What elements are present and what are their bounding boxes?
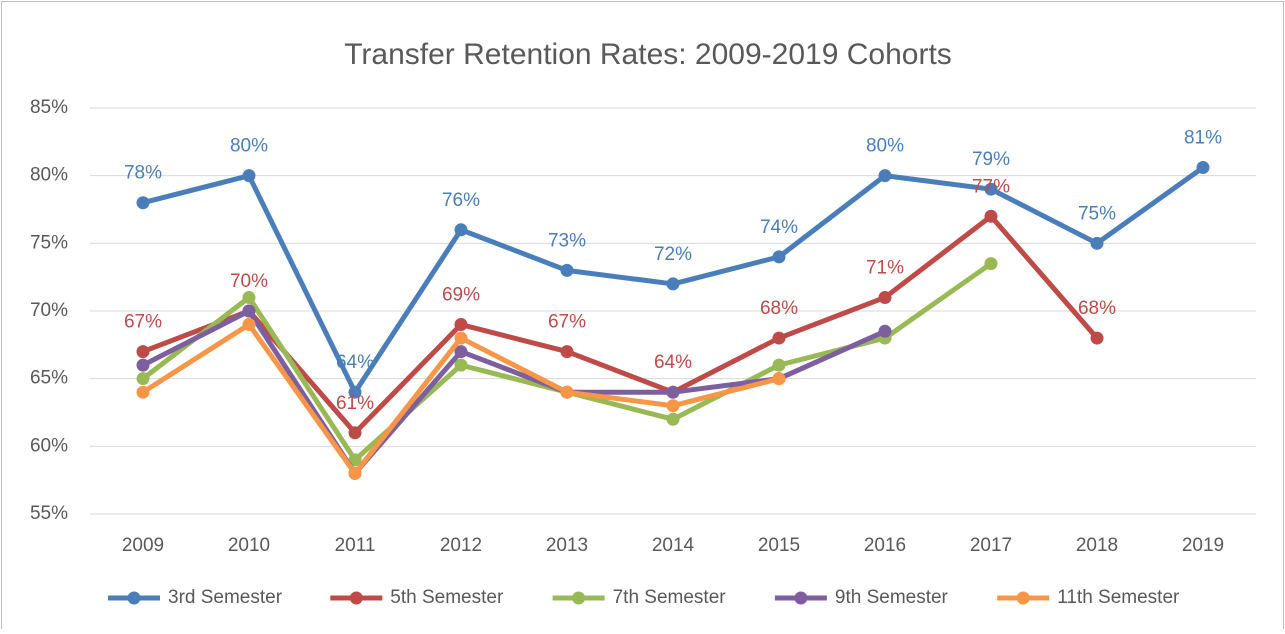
data-point [560, 345, 574, 359]
data-point [136, 345, 150, 359]
data-label: 64% [654, 352, 692, 373]
data-point [666, 385, 680, 399]
data-point [984, 257, 998, 271]
data-point [772, 358, 786, 372]
y-tick-label: 60% [30, 435, 68, 456]
data-label: 73% [548, 230, 586, 251]
data-label: 81% [1184, 128, 1222, 149]
data-point [560, 263, 574, 277]
data-point [772, 372, 786, 386]
data-label: 80% [866, 136, 904, 157]
y-tick-label: 80% [30, 165, 68, 186]
data-label: 67% [124, 312, 162, 333]
data-label: 76% [442, 190, 480, 211]
x-tick-label: 2011 [335, 535, 376, 556]
legend-marker [349, 591, 363, 605]
data-label: 74% [760, 217, 798, 238]
legend-label: 11th Semester [1057, 587, 1180, 608]
data-point [136, 196, 150, 210]
x-tick-label: 2015 [758, 535, 800, 556]
y-tick-label: 65% [30, 368, 68, 389]
x-tick-label: 2016 [864, 535, 906, 556]
data-point [242, 290, 256, 304]
data-point [1196, 161, 1210, 175]
legend-label: 3rd Semester [168, 587, 283, 608]
data-point [878, 290, 892, 304]
data-point [772, 331, 786, 345]
legend-marker [794, 591, 808, 605]
data-point [348, 453, 362, 467]
x-tick-label: 2009 [122, 535, 164, 556]
data-label: 61% [336, 393, 374, 414]
data-point [454, 358, 468, 372]
legend-label: 5th Semester [390, 587, 504, 608]
x-tick-label: 2012 [440, 535, 482, 556]
data-label: 78% [124, 163, 162, 184]
data-label: 80% [230, 136, 268, 157]
data-point [454, 345, 468, 359]
data-point [984, 182, 998, 196]
y-tick-label: 75% [30, 232, 68, 253]
x-tick-label: 2017 [970, 535, 1012, 556]
legend-marker [127, 591, 141, 605]
data-label: 68% [1078, 298, 1116, 319]
x-tick-label: 2013 [546, 535, 588, 556]
data-point [454, 318, 468, 332]
y-tick-label: 85% [30, 97, 68, 118]
data-label: 68% [760, 298, 798, 319]
data-label: 79% [972, 149, 1010, 170]
data-point [878, 324, 892, 338]
legend-marker [572, 591, 586, 605]
data-point [136, 372, 150, 386]
data-point [666, 399, 680, 413]
data-point [1090, 331, 1104, 345]
y-tick-label: 70% [30, 300, 68, 321]
data-label: 77% [972, 176, 1010, 197]
data-label: 69% [442, 285, 480, 306]
data-point [666, 277, 680, 291]
legend-label: 9th Semester [835, 587, 949, 608]
x-tick-label: 2018 [1076, 535, 1118, 556]
legend-label: 7th Semester [613, 587, 727, 608]
data-point [666, 412, 680, 426]
data-point [348, 385, 362, 399]
legend-marker [1016, 591, 1030, 605]
data-label: 71% [866, 257, 904, 278]
data-point [242, 304, 256, 318]
chart-title: Transfer Retention Rates: 2009-2019 Coho… [344, 38, 952, 71]
data-label: 67% [548, 312, 586, 333]
data-point [1090, 236, 1104, 250]
data-point [348, 466, 362, 480]
series-line [142, 213, 1099, 436]
data-point [454, 331, 468, 345]
data-point [136, 385, 150, 399]
data-point [242, 318, 256, 332]
data-label: 64% [336, 352, 374, 373]
data-point [348, 426, 362, 440]
y-tick-label: 55% [30, 503, 68, 524]
x-tick-label: 2019 [1182, 535, 1224, 556]
data-point [136, 358, 150, 372]
data-point [878, 169, 892, 183]
data-point [984, 209, 998, 223]
x-tick-label: 2014 [652, 535, 695, 556]
data-point [772, 250, 786, 264]
x-tick-label: 2010 [228, 535, 270, 556]
data-point [454, 223, 468, 237]
data-point [560, 385, 574, 399]
data-label: 70% [230, 271, 268, 292]
data-point [242, 169, 256, 183]
data-label: 72% [654, 244, 692, 265]
data-label: 75% [1078, 203, 1116, 224]
